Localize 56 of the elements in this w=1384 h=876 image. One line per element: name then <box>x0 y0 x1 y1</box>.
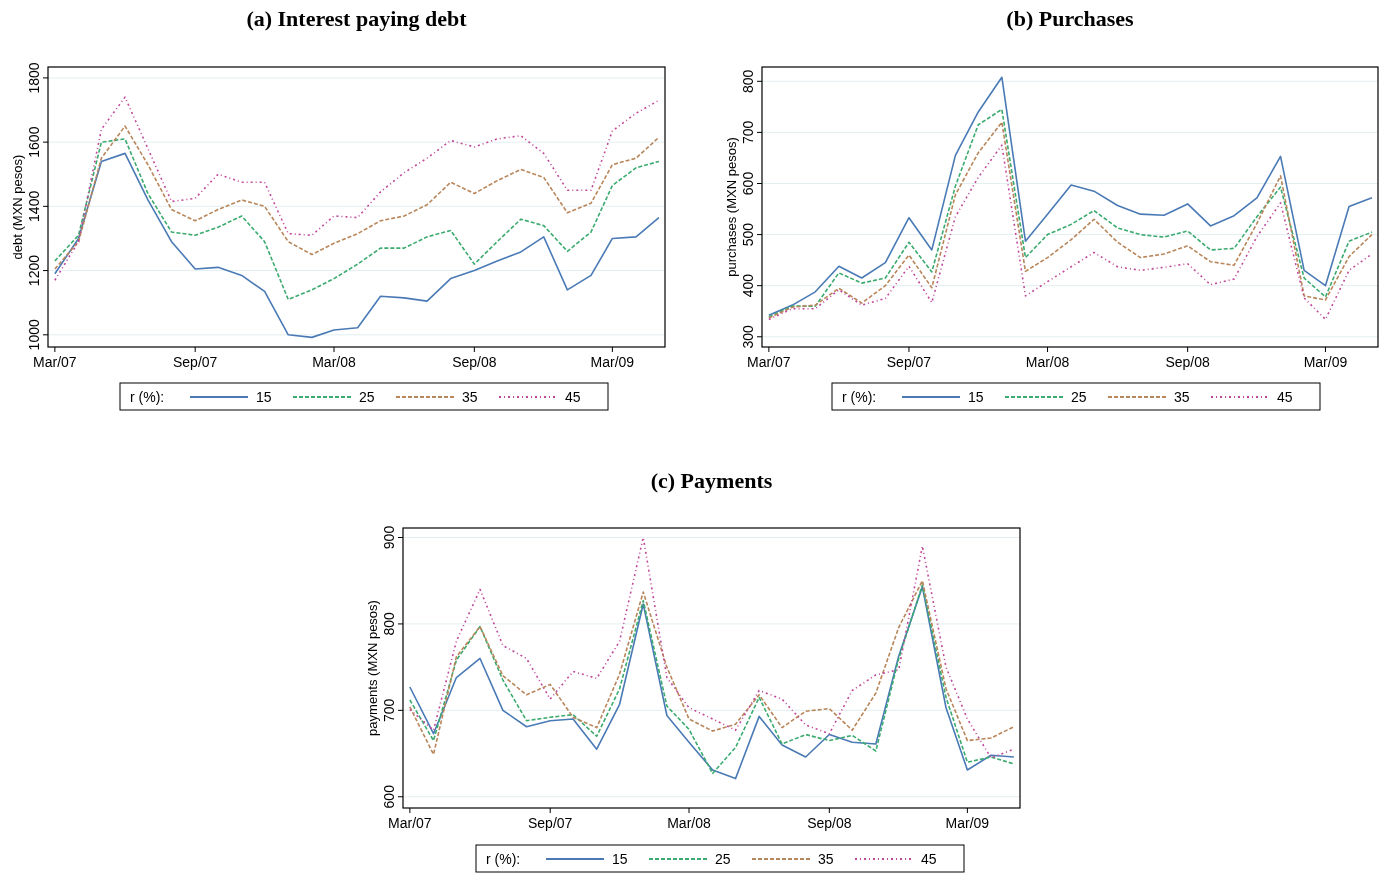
y-tick-label: 800 <box>740 69 756 93</box>
legend-label: 25 <box>359 389 375 405</box>
y-axis-title: debt (MXN pesos) <box>10 154 25 260</box>
x-tick-label: Sep/08 <box>807 815 852 831</box>
legend-label: 15 <box>612 851 628 867</box>
x-tick-label: Sep/08 <box>1165 354 1211 370</box>
legend-label: 35 <box>818 851 834 867</box>
x-tick-label: Sep/07 <box>886 354 932 370</box>
y-tick-label: 1400 <box>26 190 42 222</box>
x-tick-label: Mar/07 <box>747 354 791 370</box>
y-tick-label: 600 <box>381 784 397 809</box>
y-tick-label: 300 <box>740 324 756 349</box>
legend-label: 35 <box>462 389 478 405</box>
legend-label: 35 <box>1174 389 1190 405</box>
line-series <box>54 96 660 282</box>
legend-title: r (%): <box>486 851 521 867</box>
x-tick-label: Mar/09 <box>1303 354 1348 370</box>
y-axis-title: purchases (MXN pesos) <box>724 137 739 277</box>
legend-label: 15 <box>968 389 984 405</box>
legend-label: 45 <box>1277 389 1293 405</box>
y-axis-title: payments (MXN pesos) <box>365 600 380 736</box>
legend-label: 25 <box>1071 389 1087 405</box>
line-series <box>54 125 660 270</box>
legend-title: r (%): <box>130 389 165 405</box>
x-tick-label: Sep/07 <box>173 354 218 370</box>
line-series <box>409 536 1015 759</box>
legend-label: 15 <box>256 389 272 405</box>
legend-title: r (%): <box>842 389 877 405</box>
y-tick-label: 800 <box>381 612 397 636</box>
y-tick-label: 1600 <box>26 126 42 158</box>
x-tick-label: Mar/07 <box>388 815 432 831</box>
chart-title: (a) Interest paying debt <box>246 6 468 31</box>
legend-label: 45 <box>565 389 581 405</box>
y-tick-label: 400 <box>740 273 756 298</box>
legend-label: 25 <box>715 851 731 867</box>
line-series <box>54 138 660 301</box>
x-tick-label: Mar/08 <box>667 815 711 831</box>
y-tick-label: 1000 <box>26 319 42 351</box>
y-tick-label: 1800 <box>26 62 42 94</box>
y-tick-label: 600 <box>740 171 756 196</box>
chart-title: (c) Payments <box>650 468 773 493</box>
x-tick-label: Mar/07 <box>33 354 77 370</box>
legend-label: 45 <box>921 851 937 867</box>
x-tick-label: Sep/08 <box>452 354 497 370</box>
x-tick-label: Mar/09 <box>945 815 990 831</box>
y-tick-label: 1200 <box>26 254 42 287</box>
x-tick-label: Sep/07 <box>528 815 573 831</box>
y-tick-label: 500 <box>740 222 756 247</box>
chart-title: (b) Purchases <box>1006 6 1135 31</box>
y-tick-label: 900 <box>381 525 397 550</box>
y-tick-label: 700 <box>740 120 756 145</box>
x-tick-label: Mar/09 <box>590 354 635 370</box>
y-tick-label: 700 <box>381 698 397 723</box>
line-series <box>54 152 660 339</box>
x-tick-label: Mar/08 <box>312 354 356 370</box>
x-tick-label: Mar/08 <box>1025 354 1070 370</box>
